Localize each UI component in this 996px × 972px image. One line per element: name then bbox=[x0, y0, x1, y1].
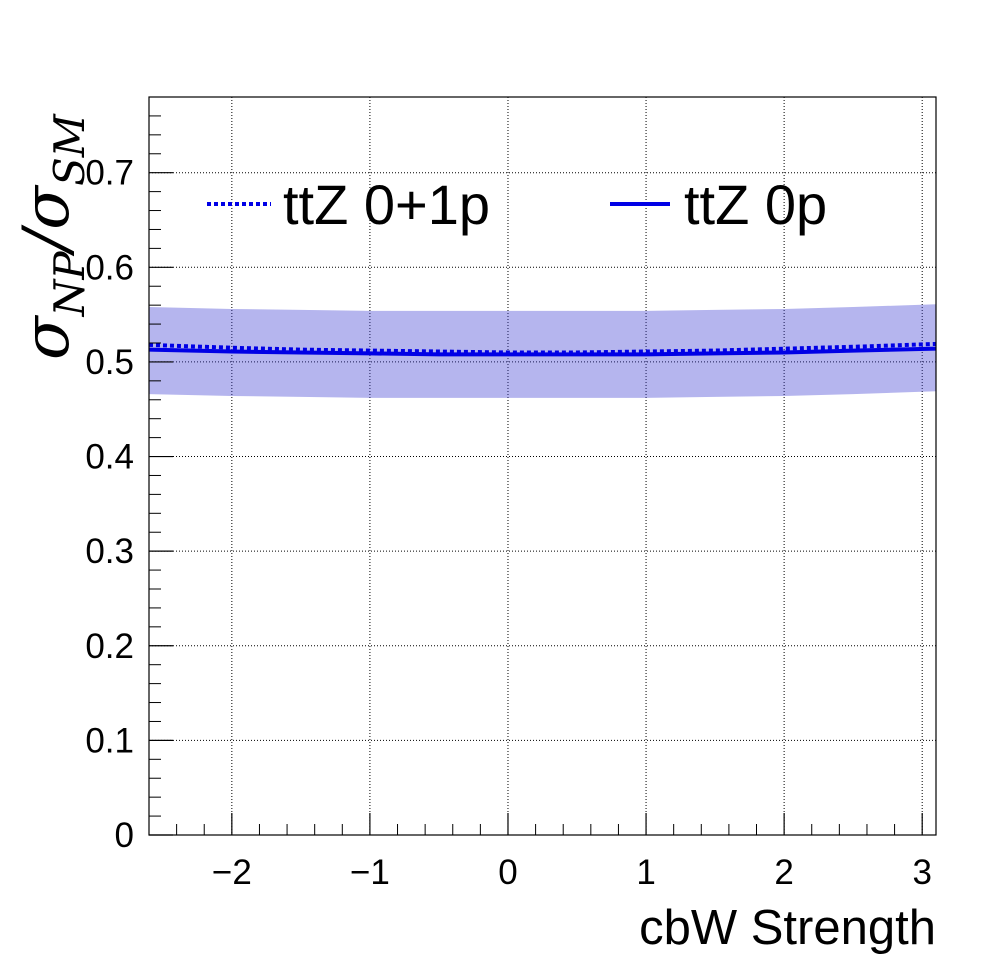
x-tick-label: −1 bbox=[350, 853, 390, 892]
y-tick-label: 0.3 bbox=[85, 532, 134, 571]
x-tick-label: 3 bbox=[912, 853, 931, 892]
svg-text:σNP/σSM: σNP/σSM bbox=[10, 113, 94, 360]
y-tick-label: 0.4 bbox=[85, 438, 134, 477]
x-tick-label: 2 bbox=[774, 853, 793, 892]
plot-frame bbox=[148, 96, 937, 836]
y-title-sub-num: NP bbox=[45, 251, 94, 318]
y-title-symbol-num: σ bbox=[10, 314, 84, 360]
y-tick-label: 0.7 bbox=[85, 154, 134, 193]
axis-ticks bbox=[148, 96, 923, 836]
grid-lines bbox=[149, 97, 936, 835]
y-title-symbol-den: σ bbox=[10, 184, 84, 230]
tick-labels: −2 −1 0 1 2 3 0 0.1 0.2 0.3 0.4 0.5 0.6 0.7 bbox=[85, 154, 932, 892]
y-tick-label: 0.6 bbox=[85, 248, 134, 287]
legend-label-series-1: ttZ 0+1p bbox=[283, 173, 490, 236]
x-tick-label: 0 bbox=[498, 853, 517, 892]
y-axis-title: σNP/σSM bbox=[10, 113, 94, 360]
legend: ttZ 0+1p ttZ 0p bbox=[207, 173, 827, 236]
x-axis-title: cbW Strength bbox=[639, 901, 936, 955]
legend-label-series-2: ttZ 0p bbox=[684, 173, 827, 236]
y-title-sub-den: SM bbox=[45, 113, 94, 186]
y-tick-label: 0.1 bbox=[85, 721, 134, 760]
x-tick-label: 1 bbox=[636, 853, 655, 892]
x-tick-label: −2 bbox=[212, 853, 252, 892]
y-title-slash: / bbox=[10, 224, 84, 257]
y-tick-label: 0.5 bbox=[85, 343, 134, 382]
y-tick-label: 0.2 bbox=[85, 627, 134, 666]
series-lines bbox=[148, 341, 937, 357]
y-tick-label: 0 bbox=[115, 816, 134, 855]
series-line bbox=[148, 346, 937, 357]
